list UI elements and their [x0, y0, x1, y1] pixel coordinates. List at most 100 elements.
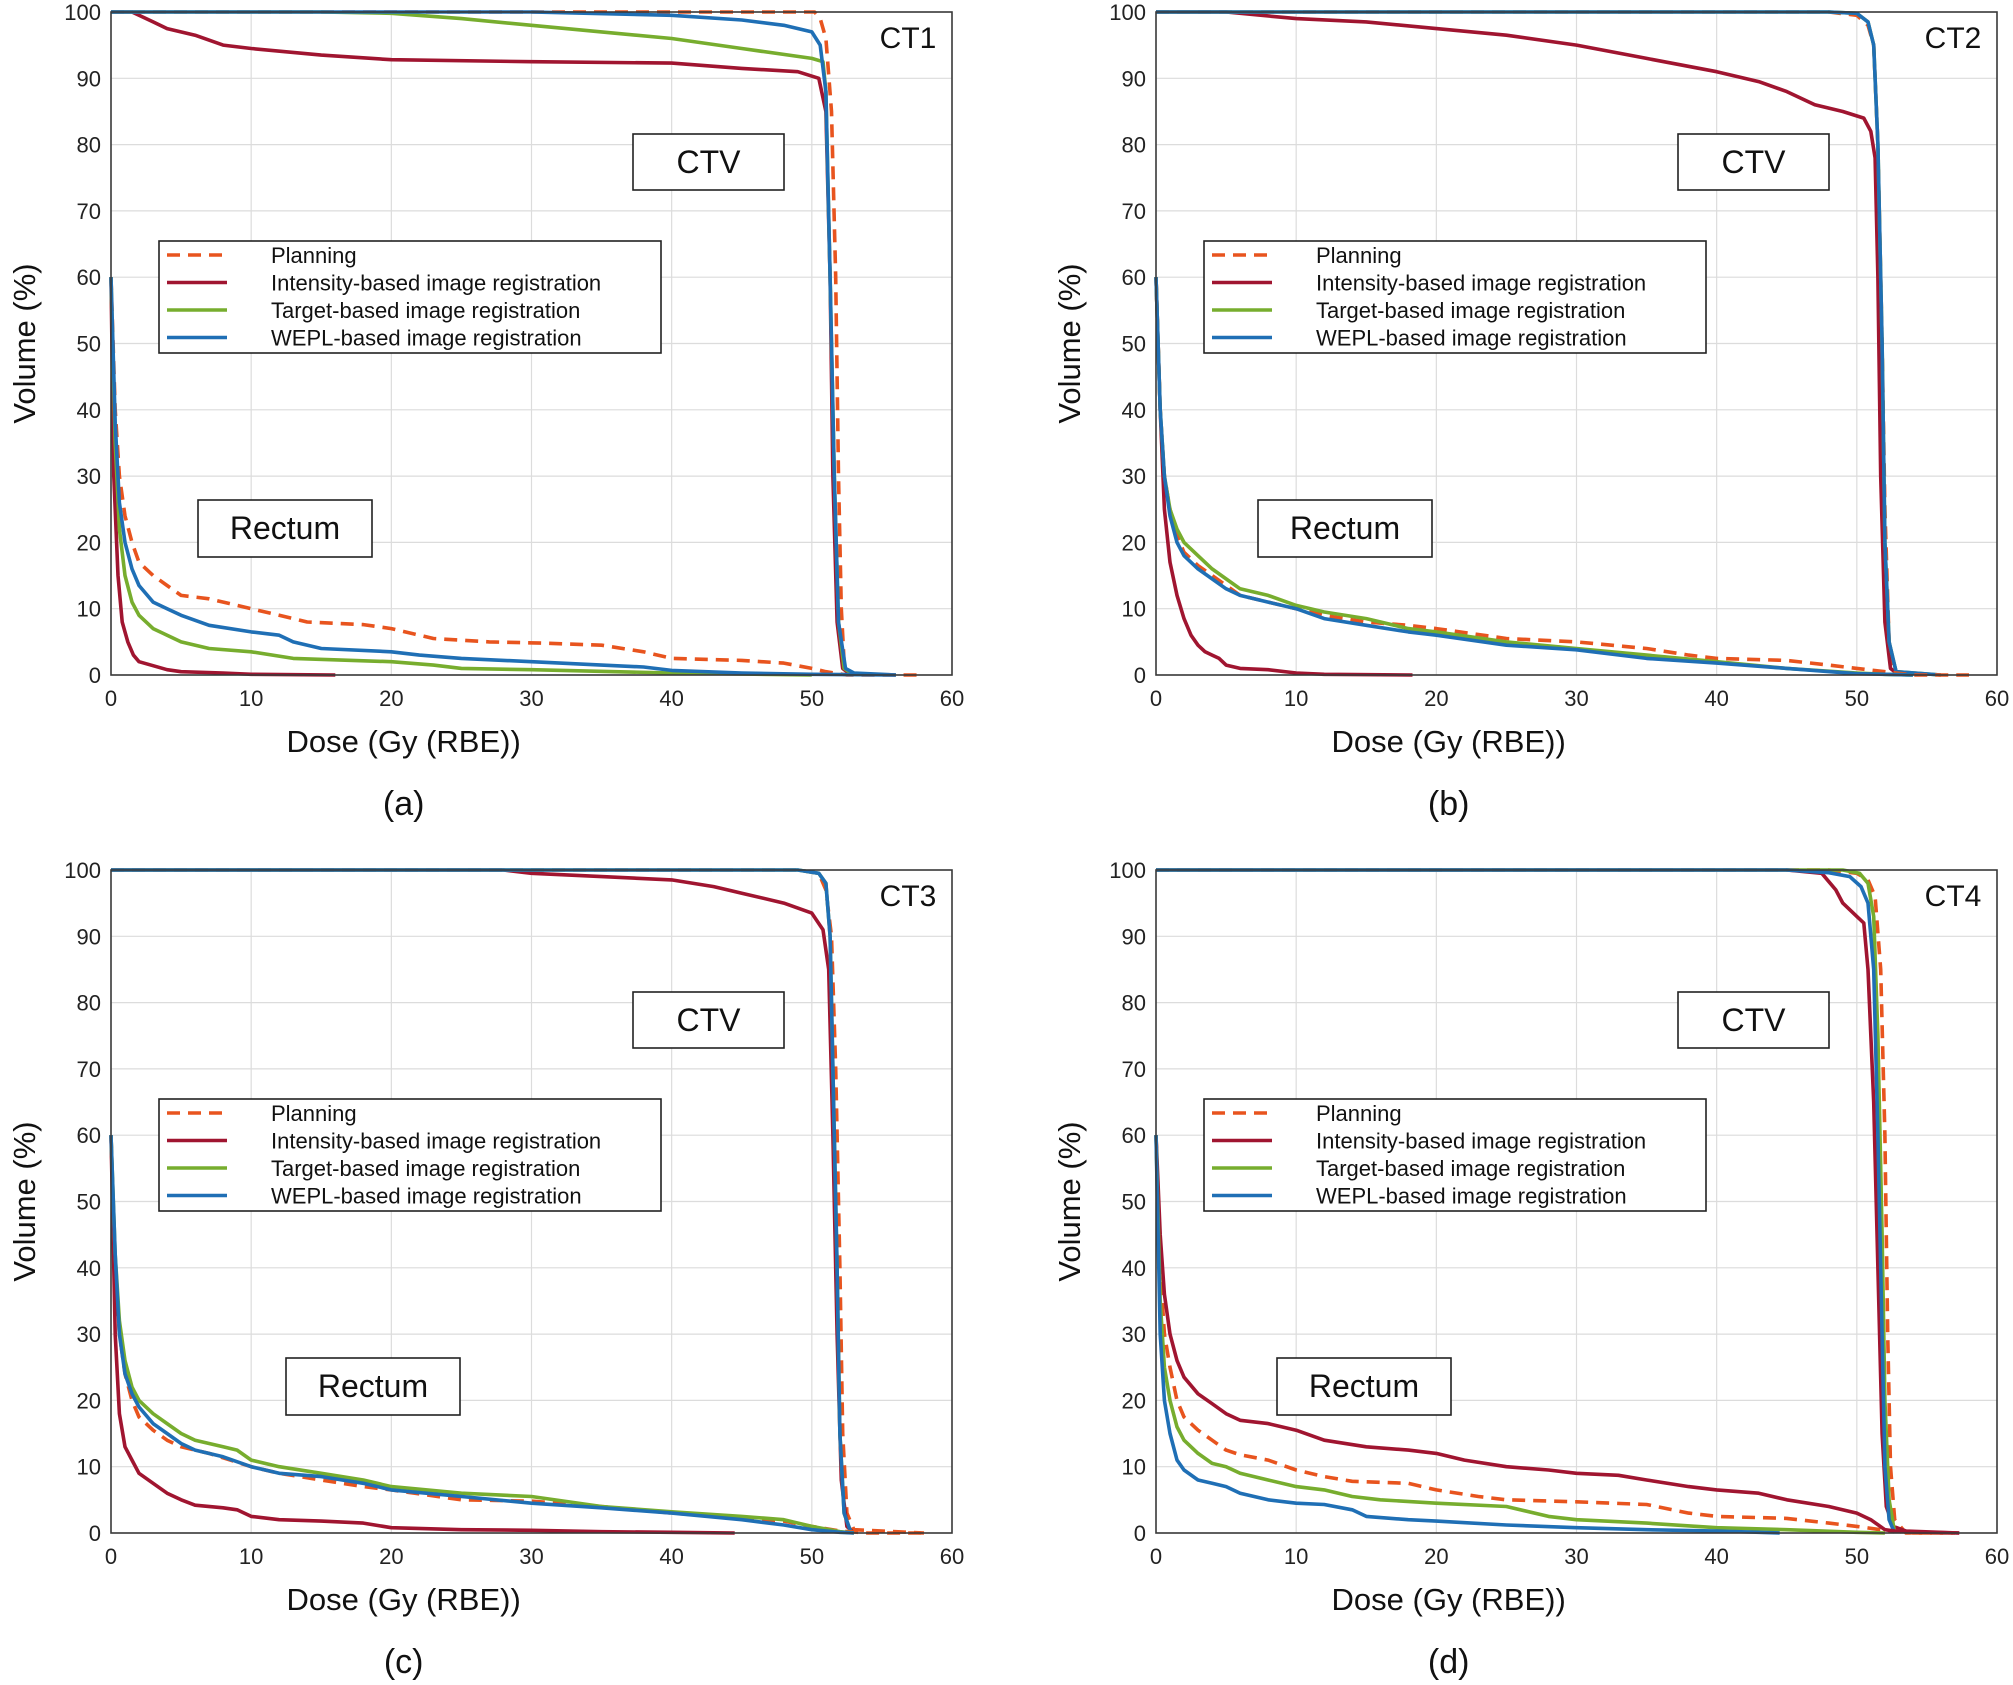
y-tick-label: 70 — [77, 1057, 101, 1082]
legend-box — [1203, 240, 1707, 354]
series-wepl-ctv — [1156, 868, 1897, 1534]
y-tick-label: 70 — [1122, 199, 1146, 224]
plot-frame — [1155, 11, 1998, 676]
x-tick-label: 40 — [1704, 1544, 1728, 1569]
y-axis-label: Volume (%) — [1052, 1121, 1087, 1281]
series-intensity-ctv — [1156, 10, 1901, 677]
rectum-label: Rectum — [318, 1368, 428, 1404]
ctv-label-box — [632, 133, 785, 191]
y-tick-label: 0 — [89, 1521, 101, 1546]
x-tick-label: 60 — [940, 1544, 964, 1569]
y-tick-label: 10 — [77, 597, 101, 622]
legend-label-intensity: Intensity-based image registration — [271, 271, 601, 296]
y-tick-label: 30 — [77, 1322, 101, 1347]
series-wepl-rectum — [109, 277, 896, 677]
y-tick-label: 60 — [1122, 265, 1146, 290]
y-tick-label: 100 — [1109, 0, 1146, 25]
x-tick-label: 20 — [1424, 686, 1448, 711]
series-wepl-ctv — [1156, 10, 1942, 677]
panel-3: 0 10 20 30 40 50 60 0 10 20 30 40 50 60 70 80 90 100 Dose … — [7, 858, 964, 1681]
x-tick-label: 50 — [1845, 1544, 1869, 1569]
series-intensity-rectum — [1154, 1135, 1960, 1535]
y-tick-label: 30 — [1122, 464, 1146, 489]
series-wepl-rectum — [109, 1135, 854, 1535]
x-tick-label: 60 — [940, 686, 964, 711]
y-tick-label: 90 — [1122, 66, 1146, 91]
y-tick-label: 20 — [1122, 530, 1146, 555]
y-tick-label: 0 — [1134, 663, 1146, 688]
y-tick-label: 50 — [1122, 1190, 1146, 1215]
panel-4: 0 10 20 30 40 50 60 0 10 20 30 40 50 60 70 80 90 100 Dose … — [1052, 858, 2009, 1681]
series-intensity-rectum — [1154, 277, 1413, 677]
panel-1: 0 10 20 30 40 50 60 0 10 20 30 40 50 60 70 80 90 100 Dose … — [7, 0, 964, 823]
y-axis-label: Volume (%) — [7, 1121, 42, 1281]
ctv-label: CTV — [1722, 1002, 1787, 1038]
y-tick-label: 10 — [77, 1455, 101, 1480]
x-axis-label: Dose (Gy (RBE)) — [1332, 724, 1566, 759]
y-tick-label: 0 — [1134, 1521, 1146, 1546]
y-tick-label: 90 — [77, 66, 101, 91]
x-tick-label: 0 — [1150, 1544, 1162, 1569]
legend: Planning Intensity-based image registrati… — [158, 240, 662, 354]
y-tick-label: 70 — [1122, 1057, 1146, 1082]
x-axis-label: Dose (Gy (RBE)) — [287, 724, 521, 759]
y-tick-label: 50 — [77, 332, 101, 357]
y-tick-label: 30 — [77, 464, 101, 489]
legend-box — [158, 240, 662, 354]
series-wepl-rectum — [1154, 1135, 1780, 1535]
series-target-rectum — [1154, 1135, 1885, 1535]
series-intensity-rectum — [109, 1135, 735, 1535]
x-tick-label: 40 — [659, 1544, 683, 1569]
y-tick-label: 80 — [77, 991, 101, 1016]
panel-label: (d) — [1428, 1643, 1470, 1681]
x-tick-label: 50 — [800, 1544, 824, 1569]
series-target-rectum — [109, 1135, 855, 1535]
series-planning-rectum — [109, 277, 924, 677]
legend-label-target: Target-based image registration — [1316, 298, 1625, 323]
x-tick-label: 30 — [1564, 686, 1588, 711]
legend-label-planning: Planning — [271, 243, 357, 268]
x-tick-label: 50 — [800, 686, 824, 711]
legend-label-intensity: Intensity-based image registration — [1316, 271, 1646, 296]
legend-label-intensity: Intensity-based image registration — [271, 1129, 601, 1154]
y-tick-label: 100 — [64, 0, 101, 25]
legend-label-wepl: WEPL-based image registration — [1316, 326, 1627, 351]
ctv-label: CTV — [677, 1002, 742, 1038]
x-tick-label: 0 — [105, 1544, 117, 1569]
rectum-label-box — [1257, 499, 1433, 558]
x-axis-label: Dose (Gy (RBE)) — [1332, 1582, 1566, 1617]
panel-2: 0 10 20 30 40 50 60 0 10 20 30 40 50 60 70 80 90 100 Dose … — [1052, 0, 2009, 823]
x-tick-label: 60 — [1985, 686, 2009, 711]
legend-label-target: Target-based image registration — [271, 1156, 580, 1181]
ct-label: CT1 — [880, 22, 937, 55]
rectum-label-box — [1276, 1357, 1452, 1416]
legend-label-target: Target-based image registration — [271, 298, 580, 323]
y-tick-label: 80 — [77, 133, 101, 158]
y-tick-label: 20 — [1122, 1388, 1146, 1413]
series-target-rectum — [109, 277, 812, 677]
y-tick-label: 60 — [77, 265, 101, 290]
y-tick-label: 60 — [1122, 1123, 1146, 1148]
y-tick-label: 100 — [64, 858, 101, 883]
x-tick-label: 40 — [1704, 686, 1728, 711]
series-wepl-rectum — [1154, 277, 1913, 677]
series-wepl-ctv — [111, 868, 853, 1534]
y-axis-label: Volume (%) — [1052, 263, 1087, 423]
y-tick-label: 50 — [1122, 332, 1146, 357]
y-tick-label: 80 — [1122, 991, 1146, 1016]
y-tick-label: 10 — [1122, 1455, 1146, 1480]
plot-frame — [110, 869, 953, 1534]
y-tick-label: 0 — [89, 663, 101, 688]
y-tick-label: 40 — [77, 1256, 101, 1281]
panel-label: (b) — [1428, 785, 1470, 823]
panel-label: (c) — [384, 1643, 424, 1681]
rectum-label: Rectum — [230, 510, 340, 546]
x-tick-label: 0 — [105, 686, 117, 711]
x-tick-label: 0 — [1150, 686, 1162, 711]
x-tick-label: 10 — [1284, 686, 1308, 711]
plot-frame — [1155, 869, 1998, 1534]
y-tick-label: 40 — [1122, 1256, 1146, 1281]
rectum-label: Rectum — [1290, 510, 1400, 546]
x-tick-label: 20 — [379, 1544, 403, 1569]
